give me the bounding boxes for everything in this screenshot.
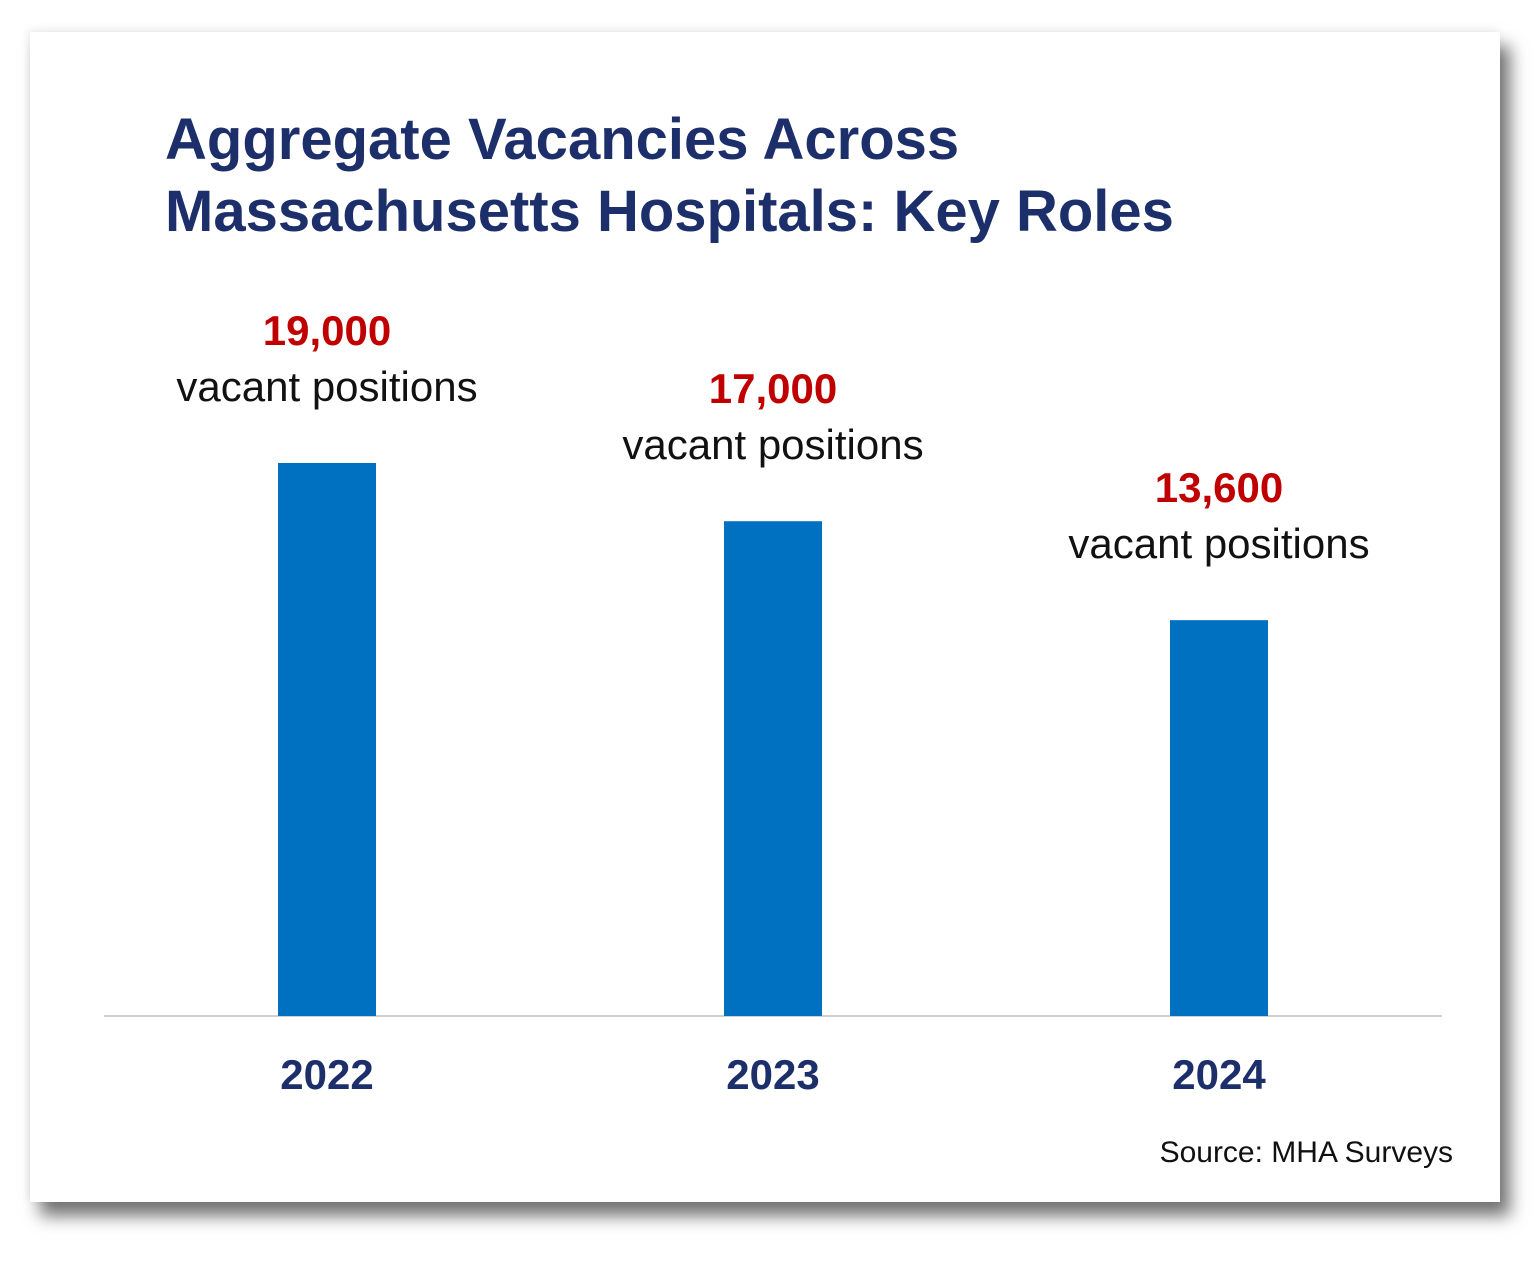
chart-title: Aggregate Vacancies Across Massachusetts…: [165, 104, 1415, 248]
data-label-value-2023: 17,000: [709, 365, 837, 412]
data-label-value-2024: 13,600: [1155, 464, 1283, 511]
chart-title-line-2: Massachusetts Hospitals: Key Roles: [165, 179, 1174, 244]
source-note: Source: MHA Surveys: [1159, 1136, 1453, 1169]
bar-2022: [278, 463, 376, 1016]
chart-card: Aggregate Vacancies Across Massachusetts…: [30, 32, 1500, 1202]
bar-chart: 19,000 vacant positions 2022 17,000 vacant p…: [104, 307, 1442, 1098]
data-label-suffix-2022: vacant positions: [176, 363, 477, 410]
bar-2024: [1170, 620, 1268, 1016]
chart-title-line-1: Aggregate Vacancies Across: [165, 107, 960, 172]
x-tick-label-2023: 2023: [726, 1051, 819, 1098]
x-tick-label-2022: 2022: [280, 1051, 373, 1098]
data-label-suffix-2023: vacant positions: [622, 421, 923, 468]
data-label-suffix-2024: vacant positions: [1068, 520, 1369, 567]
data-label-value-2022: 19,000: [263, 307, 391, 354]
bar-2023: [724, 521, 822, 1016]
x-tick-label-2024: 2024: [1172, 1051, 1266, 1098]
